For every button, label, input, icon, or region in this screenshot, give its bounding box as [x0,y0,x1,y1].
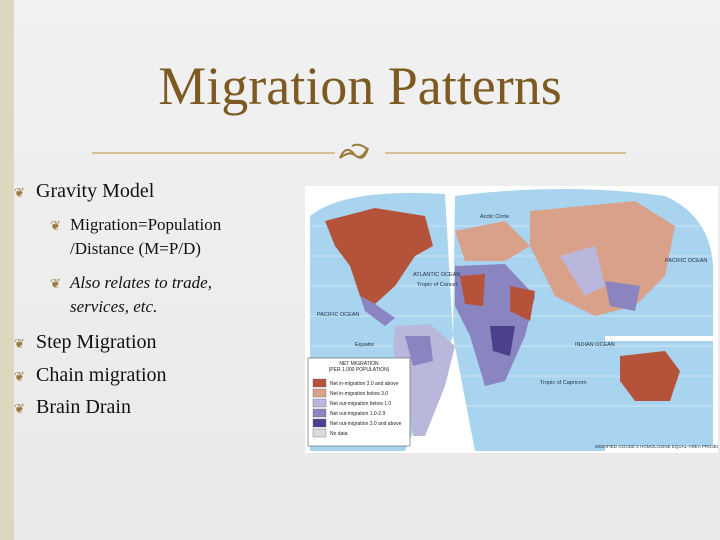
slide-title: Migration Patterns [158,56,562,116]
sub-bullet: /Distance (M=P/D) [70,239,201,258]
bullet: Step Migration [36,331,157,353]
map-label: Tropic of Capricorn [540,380,587,386]
bullet: Brain Drain [36,396,131,418]
map-label: PACIFIC OCEAN [317,312,359,318]
legend-swatch [312,398,327,408]
legend-label: Net out-migration 1.0-2.9 [330,411,386,417]
map-label: Arctic Circle [480,214,509,220]
legend-swatch [312,378,327,388]
legend-swatch [312,408,327,418]
map-label: PACIFIC OCEAN [665,258,707,264]
bullet: Gravity Model [36,180,155,202]
divider [92,143,626,159]
legend-swatch [312,388,327,398]
legend-swatch [312,418,327,428]
legend-label: Net out-migration below 1.0 [330,401,391,407]
legend-title: (PER 1,000 POPULATION) [329,367,390,373]
sub-bullet: Migration=Population [70,215,222,234]
sub-bullet: services, etc. [70,297,158,316]
map-label: Equator [355,342,374,348]
legend-label: Net out-migration 3.0 and above [330,421,402,427]
side-stripe [0,0,14,540]
world-map: NET MIGRATION(PER 1,000 POPULATION) Net i… [305,186,718,453]
sub-bullet: Also relates to trade, [70,273,212,292]
legend-label: Net in-migration below 3.0 [330,391,388,397]
legend-title: NET MIGRATION [339,361,379,367]
legend-swatch [312,428,327,438]
map-label: Tropic of Cancer [417,282,458,288]
map-label: INDIAN OCEAN [575,342,615,348]
map-label: ATLANTIC OCEAN [413,272,460,278]
map-label: MODIFIED GOODE'S HOMOLOSINE EQUAL-AREA P… [595,444,718,449]
legend-label: Net in-migration 3.0 and above [330,381,399,387]
bullet: Chain migration [36,364,167,386]
legend-label: No data [330,431,348,437]
